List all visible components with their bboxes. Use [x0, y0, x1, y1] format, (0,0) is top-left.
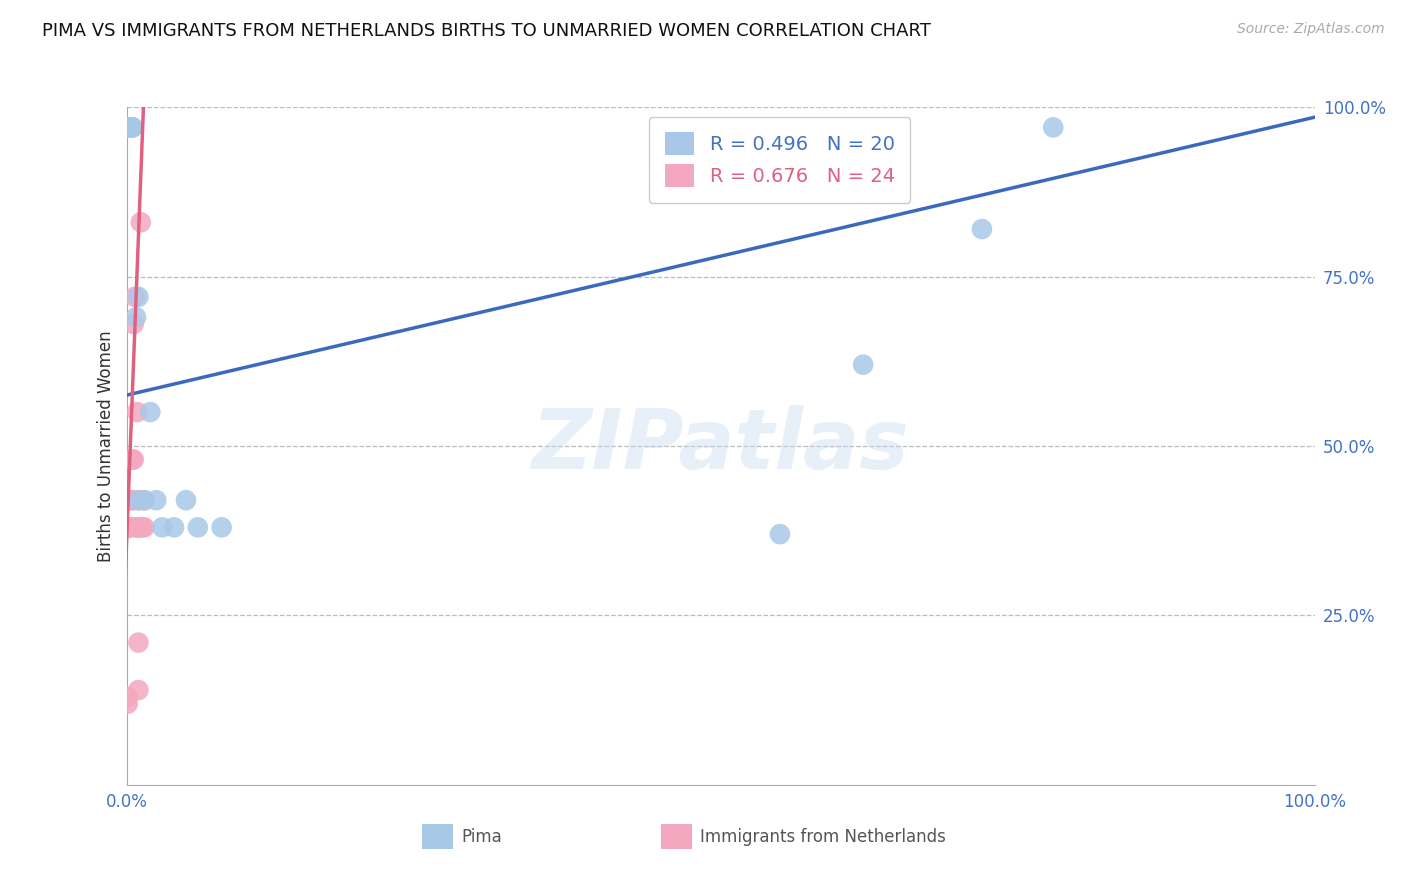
Point	[127, 520, 149, 534]
Point	[120, 493, 142, 508]
Point	[127, 683, 149, 698]
Point	[139, 405, 162, 419]
Point	[970, 222, 993, 236]
Point	[187, 520, 209, 534]
Point	[134, 493, 156, 508]
Point	[118, 520, 141, 534]
Point	[1042, 120, 1064, 135]
Point	[125, 310, 148, 325]
Point	[145, 493, 167, 508]
Text: Source: ZipAtlas.com: Source: ZipAtlas.com	[1237, 22, 1385, 37]
Text: Immigrants from Netherlands: Immigrants from Netherlands	[700, 828, 946, 846]
Point	[121, 120, 143, 135]
Text: Pima: Pima	[461, 828, 502, 846]
Point	[124, 290, 146, 304]
Point	[117, 120, 139, 135]
Point	[769, 527, 792, 541]
Point	[121, 120, 143, 135]
Point	[120, 520, 142, 534]
Point	[127, 635, 149, 649]
Text: ZIPatlas: ZIPatlas	[531, 406, 910, 486]
Point	[121, 493, 143, 508]
Point	[174, 493, 197, 508]
Point	[117, 697, 139, 711]
Point	[127, 290, 149, 304]
Point	[134, 520, 156, 534]
Text: PIMA VS IMMIGRANTS FROM NETHERLANDS BIRTHS TO UNMARRIED WOMEN CORRELATION CHART: PIMA VS IMMIGRANTS FROM NETHERLANDS BIRT…	[42, 22, 931, 40]
Point	[121, 452, 143, 467]
Point	[120, 120, 142, 135]
Point	[129, 215, 152, 229]
Point	[125, 520, 148, 534]
Point	[131, 520, 153, 534]
Legend: R = 0.496   N = 20, R = 0.676   N = 24: R = 0.496 N = 20, R = 0.676 N = 24	[650, 117, 911, 202]
Point	[122, 317, 145, 331]
Point	[163, 520, 186, 534]
Point	[127, 493, 149, 508]
Point	[127, 520, 149, 534]
Point	[211, 520, 233, 534]
Point	[121, 120, 143, 135]
Point	[852, 358, 875, 372]
Point	[122, 452, 145, 467]
Point	[118, 120, 141, 135]
Point	[150, 520, 173, 534]
Y-axis label: Births to Unmarried Women: Births to Unmarried Women	[97, 330, 115, 562]
Point	[134, 493, 156, 508]
Point	[117, 120, 139, 135]
Bar	[661, 824, 692, 849]
Point	[117, 690, 139, 704]
Bar	[422, 824, 453, 849]
Point	[118, 520, 141, 534]
Point	[127, 493, 149, 508]
Point	[127, 405, 149, 419]
